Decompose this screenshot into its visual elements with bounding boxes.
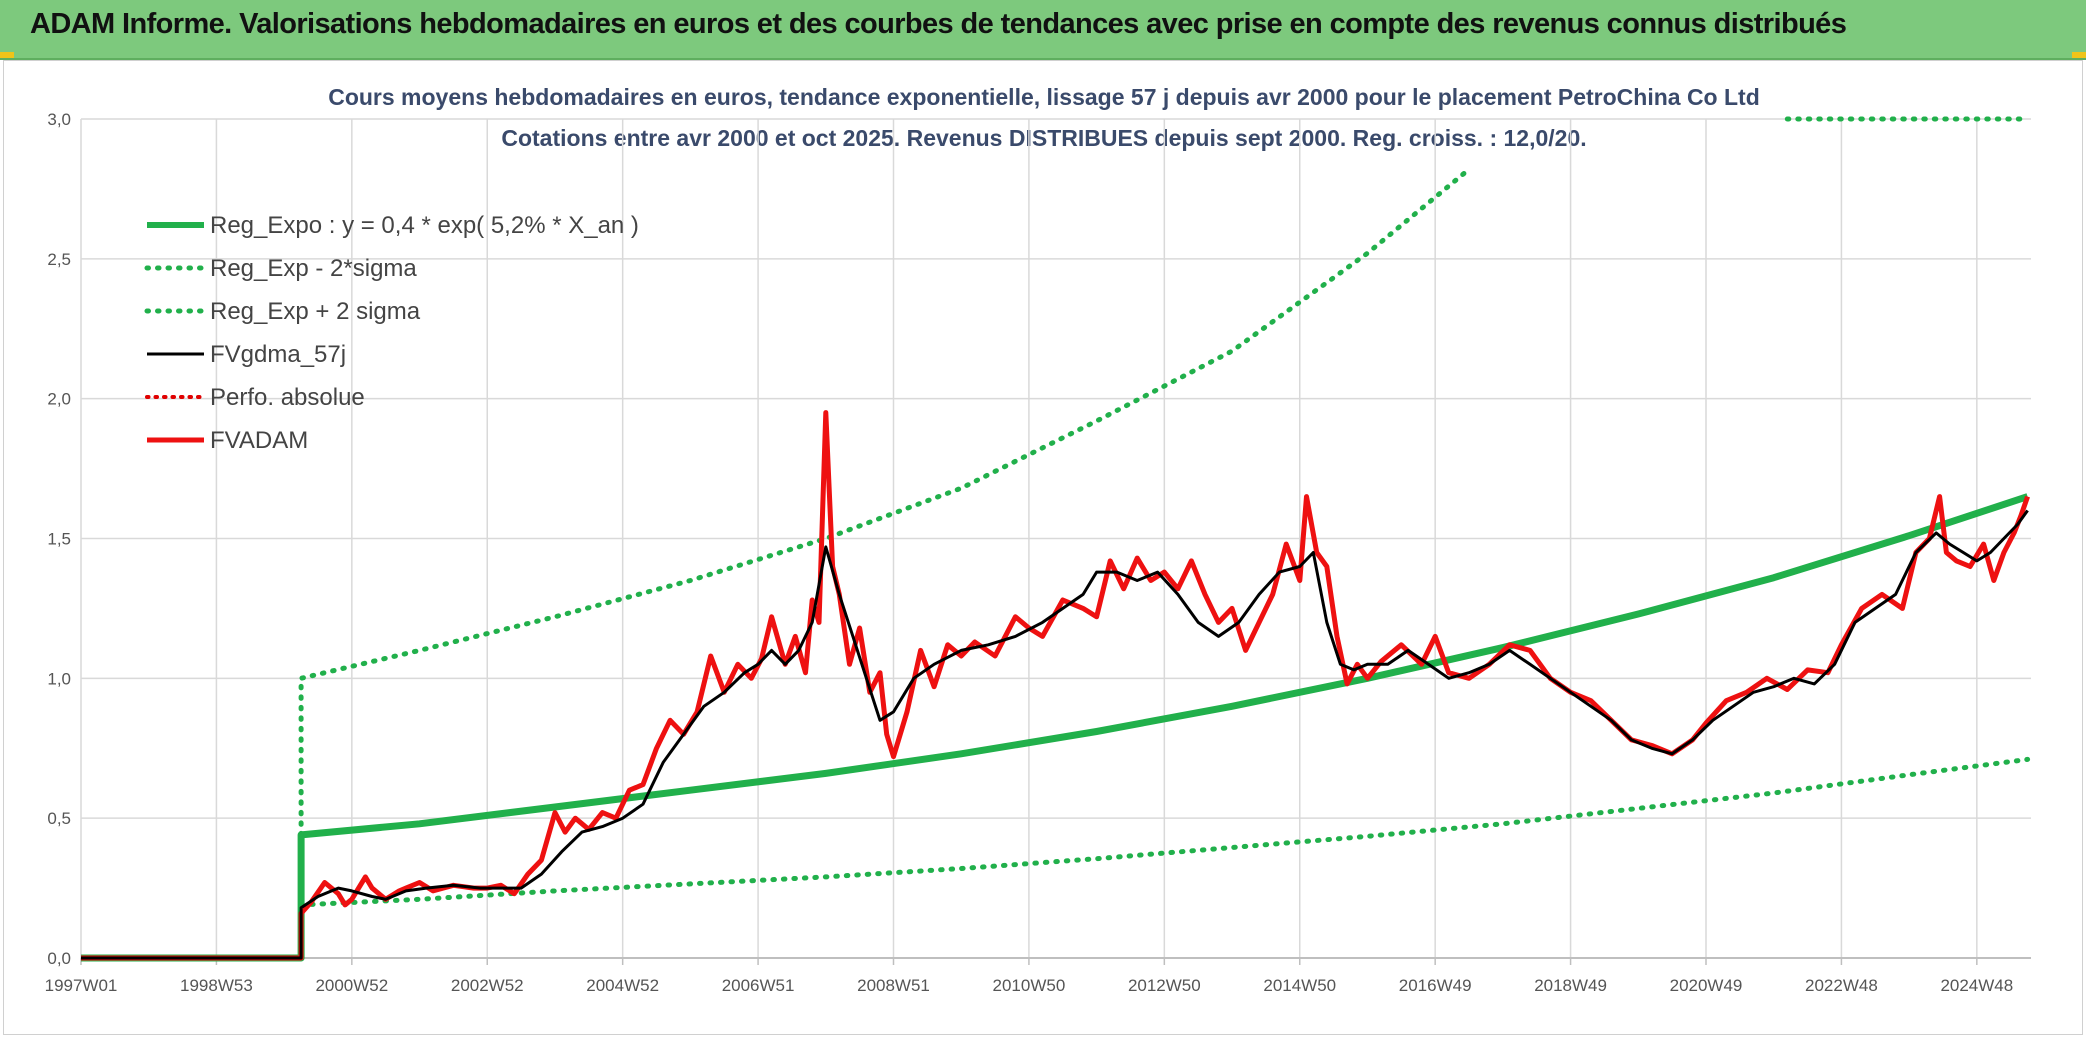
legend-label: FVADAM: [210, 427, 308, 454]
x-tick-label: 2020W49: [1670, 976, 1743, 995]
y-tick-label: 1,0: [47, 669, 71, 688]
y-tick-label: 2,5: [47, 250, 71, 269]
series-line: [298, 756, 2031, 908]
chart-svg: Cours moyens hebdomadaires en euros, ten…: [45, 84, 2031, 995]
series-line: [81, 410, 2030, 961]
x-tick-label: 2012W50: [1128, 976, 1201, 995]
x-tick-label: 1997W01: [45, 976, 118, 995]
report-header: ADAM Informe. Valorisations hebdomadaire…: [0, 0, 2086, 60]
x-tick-label: 2000W52: [315, 976, 388, 995]
corner-marker-left: [0, 52, 14, 58]
y-tick-label: 0,0: [47, 949, 71, 968]
legend-label: FVgdma_57j: [210, 341, 346, 368]
x-tick-label: 2002W52: [451, 976, 524, 995]
x-tick-label: 2018W49: [1534, 976, 1607, 995]
report-title: ADAM Informe. Valorisations hebdomadaire…: [30, 8, 1847, 40]
legend: Reg_Expo : y = 0,4 * exp( 5,2% * X_an ) R…: [144, 212, 639, 454]
x-tick-label: 2022W48: [1805, 976, 1878, 995]
chart-area: Cours moyens hebdomadaires en euros, ten…: [3, 60, 2083, 1035]
y-tick-label: 1,5: [47, 530, 71, 549]
x-tick-label: 2016W49: [1399, 976, 1472, 995]
chart-title: Cours moyens hebdomadaires en euros, ten…: [328, 84, 1760, 110]
y-tick-label: 3,0: [47, 110, 71, 129]
y-tick-label: 0,5: [47, 809, 71, 828]
y-axis-ticks: 0,0 0,5 1,0 1,5 2,0 2,5 3,0: [47, 110, 71, 968]
x-tick-label: 1998W53: [180, 976, 253, 995]
series-lines: [81, 116, 2031, 962]
legend-label: Reg_Exp - 2*sigma: [210, 255, 417, 282]
legend-label: Perfo. absolue: [210, 384, 365, 411]
x-tick-label: 2008W51: [857, 976, 930, 995]
chart-subtitle: Cotations entre avr 2000 et oct 2025. Re…: [501, 125, 1586, 151]
series-line: [81, 509, 2029, 960]
series-line: [81, 493, 2029, 962]
legend-label: Reg_Expo : y = 0,4 * exp( 5,2% * X_an ): [210, 212, 639, 239]
legend-label: Reg_Exp + 2 sigma: [210, 298, 421, 325]
y-tick-label: 2,0: [47, 390, 71, 409]
x-tick-label: 2006W51: [722, 976, 795, 995]
corner-marker-right: [2072, 52, 2086, 58]
x-axis-ticks: 1997W01 1998W53 2000W52 2002W52 2004W52 2006W…: [45, 976, 2014, 995]
x-tick-label: 2010W50: [993, 976, 1066, 995]
grid-lines: [80, 118, 2031, 965]
x-tick-label: 2024W48: [1940, 976, 2013, 995]
x-tick-label: 2004W52: [586, 976, 659, 995]
x-tick-label: 2014W50: [1263, 976, 1336, 995]
